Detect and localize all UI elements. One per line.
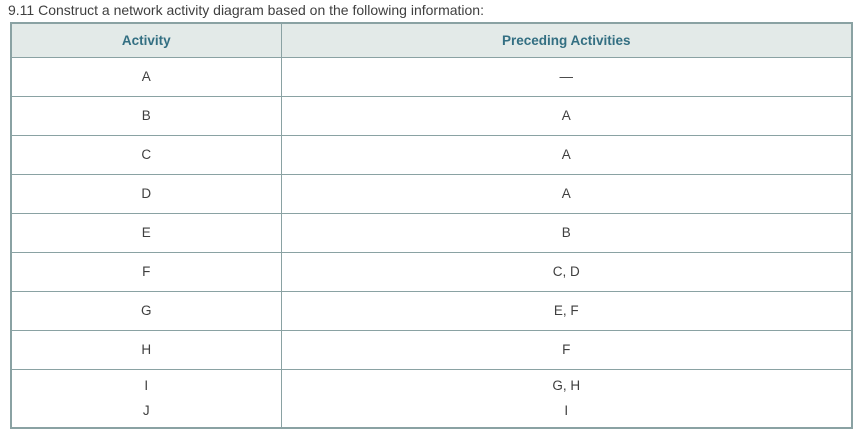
table-row: B A [10, 95, 853, 136]
activity-cell: B [10, 95, 282, 136]
table-row: G E, F [10, 290, 853, 331]
activity-cell: H [10, 329, 282, 370]
column-header-activity: Activity [10, 22, 282, 58]
preceding-line-i: G, H [552, 378, 581, 394]
table-header-row: Activity Preceding Activities [10, 22, 853, 58]
table-row: E B [10, 212, 853, 253]
preceding-cell: A [280, 134, 853, 175]
activity-cell: C [10, 134, 282, 175]
table-row: D A [10, 173, 853, 214]
preceding-cell: C, D [280, 251, 853, 292]
activity-cell: A [10, 56, 282, 97]
preceding-cell: — [280, 56, 853, 97]
activity-cell: F [10, 251, 282, 292]
table-row: F C, D [10, 251, 853, 292]
activity-line-i: I [144, 378, 149, 394]
activity-table: Activity Preceding Activities A — B A C … [10, 22, 853, 429]
preceding-line-j: I [564, 403, 569, 419]
activity-line-j: J [142, 403, 150, 419]
activity-cell: D [10, 173, 282, 214]
preceding-cell: B [280, 212, 853, 253]
table-row-combined-i-j: I J G, H I [10, 368, 853, 429]
exercise-title: 9.11 Construct a network activity diagra… [8, 2, 484, 18]
activity-cell: G [10, 290, 282, 331]
table-row: C A [10, 134, 853, 175]
activity-cell: E [10, 212, 282, 253]
preceding-cell: A [280, 95, 853, 136]
preceding-cell: A [280, 173, 853, 214]
preceding-cell: E, F [280, 290, 853, 331]
table-row: H F [10, 329, 853, 370]
preceding-cell: F [280, 329, 853, 370]
table-row: A — [10, 56, 853, 97]
column-header-preceding-activities: Preceding Activities [280, 22, 853, 58]
activity-cell-combined: I J [10, 368, 282, 429]
preceding-cell-combined: G, H I [280, 368, 853, 429]
